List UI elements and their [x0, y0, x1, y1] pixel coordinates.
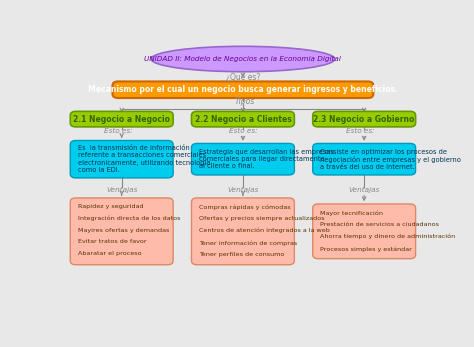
FancyBboxPatch shape	[191, 111, 294, 127]
Text: Rapidez y seguridad

Integración directa de los datos

Mayires ofertas y demanda: Rapidez y seguridad Integración directa …	[78, 204, 180, 256]
Text: Ventajas: Ventajas	[227, 187, 259, 193]
FancyBboxPatch shape	[70, 141, 173, 178]
FancyBboxPatch shape	[191, 143, 294, 175]
Text: Ventajas: Ventajas	[348, 187, 380, 193]
Text: 2.1 Negocio a Negocio: 2.1 Negocio a Negocio	[73, 115, 170, 124]
Text: Consiste en optimizar los procesos de
negociación entre empresas y el gobierno
a: Consiste en optimizar los procesos de ne…	[320, 149, 461, 170]
Text: 2.3 Negocio a Gobierno: 2.3 Negocio a Gobierno	[313, 115, 415, 124]
FancyBboxPatch shape	[313, 111, 416, 127]
Ellipse shape	[151, 46, 335, 72]
Text: Ventajas: Ventajas	[106, 187, 137, 193]
Text: Esto es:: Esto es:	[104, 128, 132, 134]
Text: 2.2 Negocio a Clientes: 2.2 Negocio a Clientes	[194, 115, 292, 124]
Text: ¿Qué es?: ¿Qué es?	[226, 72, 260, 82]
FancyBboxPatch shape	[313, 204, 416, 259]
Text: Esto es:: Esto es:	[346, 128, 375, 134]
Text: Mecanismo por el cual un negocio busca generar ingresos y beneficios.: Mecanismo por el cual un negocio busca g…	[88, 85, 398, 94]
FancyBboxPatch shape	[313, 143, 416, 175]
FancyBboxPatch shape	[191, 198, 294, 265]
Text: UNIDAD II: Modelo de Negocios en la Economia Digital: UNIDAD II: Modelo de Negocios en la Econ…	[145, 56, 341, 62]
Text: Estrategia que desarrollan las empresas
comerciales para llegar directamente
al : Estrategia que desarrollan las empresas …	[199, 149, 334, 169]
FancyBboxPatch shape	[70, 111, 173, 127]
FancyBboxPatch shape	[70, 198, 173, 265]
Text: Compras rápidas y cómodas

Ofertas y precios siempre actualizados

Centros de at: Compras rápidas y cómodas Ofertas y prec…	[199, 204, 330, 257]
FancyBboxPatch shape	[112, 82, 374, 98]
Text: Tipos: Tipos	[235, 97, 255, 106]
Text: Mayor tecnificación

Prestación de servicios a ciudadanos

Ahorra tiempo y diner: Mayor tecnificación Prestación de servic…	[320, 210, 456, 252]
Text: Es  la transmisión de información
referente a transacciones comerciales
electron: Es la transmisión de información referen…	[78, 145, 210, 173]
Text: Esto es:: Esto es:	[228, 128, 257, 134]
